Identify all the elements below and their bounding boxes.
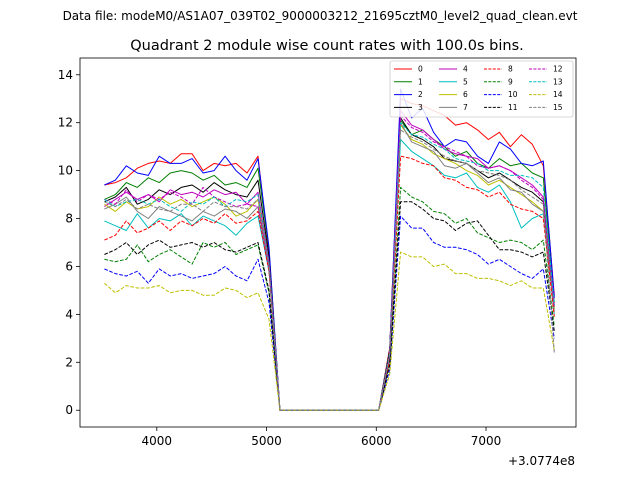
legend-label-module-0: 0 <box>418 65 423 74</box>
legend-label-module-13: 13 <box>553 77 563 86</box>
legend-label-module-4: 4 <box>463 65 468 74</box>
legend-label-module-6: 6 <box>463 90 468 99</box>
x-tick-label: 5000 <box>251 434 282 448</box>
legend-label-module-14: 14 <box>553 90 563 99</box>
chart-title: Quadrant 2 module wise count rates with … <box>130 38 524 54</box>
legend-label-module-5: 5 <box>463 77 468 86</box>
y-tick-label: 2 <box>65 355 73 369</box>
legend-label-module-7: 7 <box>463 103 468 112</box>
x-tick-label: 6000 <box>361 434 392 448</box>
x-axis: 4000 5000 6000 7000 <box>142 427 502 448</box>
legend-label-module-1: 1 <box>418 77 423 86</box>
y-tick-label: 12 <box>58 116 73 130</box>
legend-label-module-3: 3 <box>418 103 423 112</box>
legend-label-module-9: 9 <box>508 77 513 86</box>
y-tick-label: 8 <box>65 212 73 226</box>
series-line-module-14 <box>104 251 555 411</box>
series-line-module-15 <box>104 129 555 411</box>
y-tick-label: 14 <box>58 68 73 82</box>
x-tick-label: 4000 <box>142 434 173 448</box>
series-line-module-12 <box>104 115 555 411</box>
legend-box <box>389 60 574 118</box>
y-tick-label: 10 <box>58 164 73 178</box>
legend-label-module-8: 8 <box>508 65 513 74</box>
x-offset-label: +3.0774e8 <box>508 454 575 468</box>
y-tick-label: 4 <box>65 307 73 321</box>
axes-frame <box>79 57 577 428</box>
legend-label-module-10: 10 <box>508 90 518 99</box>
y-tick-label: 0 <box>65 403 73 417</box>
y-tick-label: 6 <box>65 259 73 273</box>
legend-label-module-11: 11 <box>508 103 518 112</box>
figure-suptitle: Data file: modeM0/AS1A07_039T02_90000032… <box>63 9 578 23</box>
legend-label-module-2: 2 <box>418 90 423 99</box>
legend-label-module-15: 15 <box>553 103 563 112</box>
x-tick-label: 7000 <box>471 434 502 448</box>
y-axis: 0 2 4 6 8 10 12 14 <box>58 68 80 417</box>
series-layer <box>104 88 555 411</box>
legend-label-module-12: 12 <box>553 65 563 74</box>
